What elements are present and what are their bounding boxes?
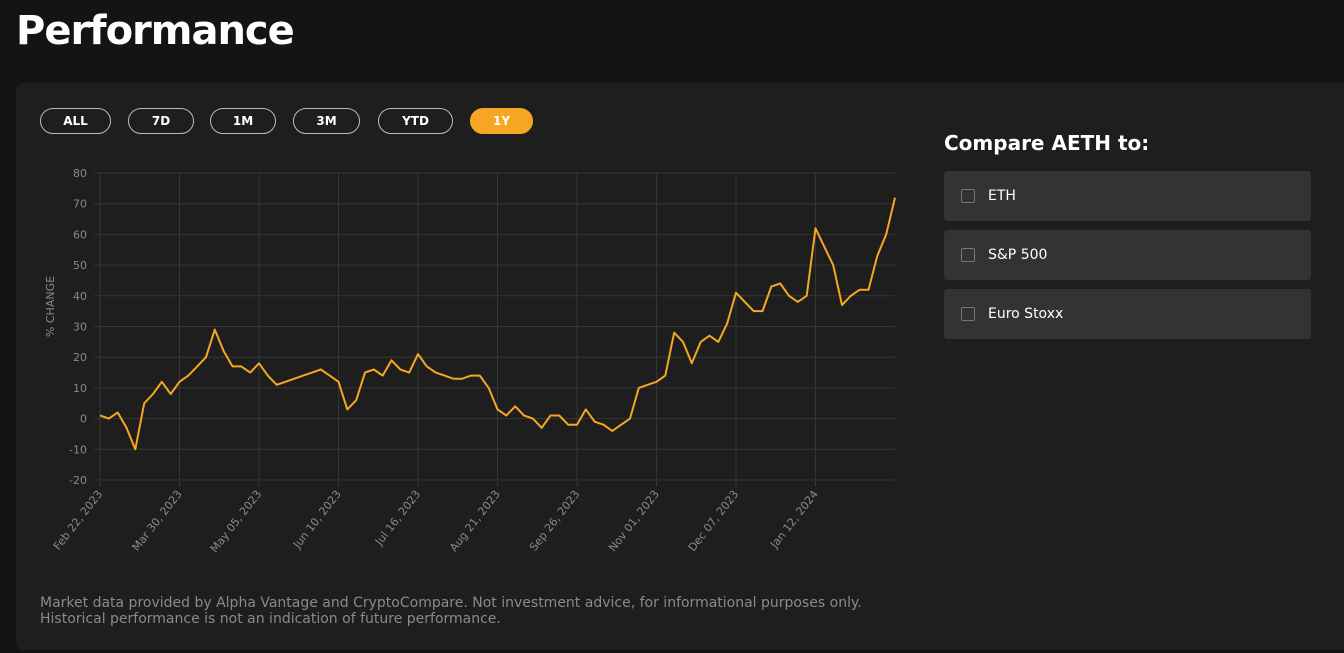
data-line [99, 197, 896, 451]
checkbox[interactable] [961, 248, 975, 262]
x-tick-label: Aug 21, 2023 [447, 488, 503, 554]
range-button[interactable]: YTD [378, 108, 453, 134]
option-label: S&P 500 [988, 247, 1048, 263]
y-tick-label: -10 [69, 443, 87, 456]
x-tick-label: Feb 22, 2023 [51, 488, 106, 553]
y-tick-label: 20 [73, 351, 87, 364]
y-tick-label: 30 [73, 321, 87, 334]
option-label: Euro Stoxx [988, 306, 1064, 322]
checkbox[interactable] [961, 307, 975, 321]
checkbox[interactable] [961, 189, 975, 203]
x-tick-label: Nov 01, 2023 [606, 488, 662, 554]
y-tick-label: 60 [73, 228, 87, 241]
y-tick-label: -20 [69, 474, 87, 487]
compare-title: Compare AETH to: [944, 131, 1150, 155]
range-button[interactable]: 1Y [470, 108, 533, 134]
y-axis-label: % CHANGE [44, 276, 57, 337]
y-tick-label: 0 [80, 413, 87, 426]
compare-option[interactable]: ETH [944, 171, 1311, 221]
x-tick-label: May 05, 2023 [208, 488, 265, 555]
x-tick-label: Jan 12, 2024 [767, 488, 821, 552]
y-tick-label: 80 [73, 167, 87, 180]
x-tick-label: Jul 16, 2023 [372, 488, 423, 549]
y-tick-label: 50 [73, 259, 87, 272]
x-tick-label: Dec 07, 2023 [686, 488, 742, 554]
x-tick-label: Mar 30, 2023 [130, 488, 185, 554]
range-button[interactable]: 3M [293, 108, 360, 134]
option-label: ETH [988, 188, 1016, 204]
compare-option[interactable]: Euro Stoxx [944, 289, 1311, 339]
range-button[interactable]: 7D [128, 108, 194, 134]
range-button[interactable]: ALL [40, 108, 111, 134]
x-tick-label: Jun 10, 2023 [290, 488, 344, 552]
y-tick-label: 40 [73, 290, 87, 303]
y-tick-label: 70 [73, 198, 87, 211]
range-button[interactable]: 1M [210, 108, 276, 134]
compare-option[interactable]: S&P 500 [944, 230, 1311, 280]
page-title: Performance [16, 8, 295, 54]
x-tick-label: Sep 26, 2023 [527, 488, 582, 554]
y-tick-label: 10 [73, 382, 87, 395]
footer-note: Market data provided by Alpha Vantage an… [40, 595, 862, 627]
